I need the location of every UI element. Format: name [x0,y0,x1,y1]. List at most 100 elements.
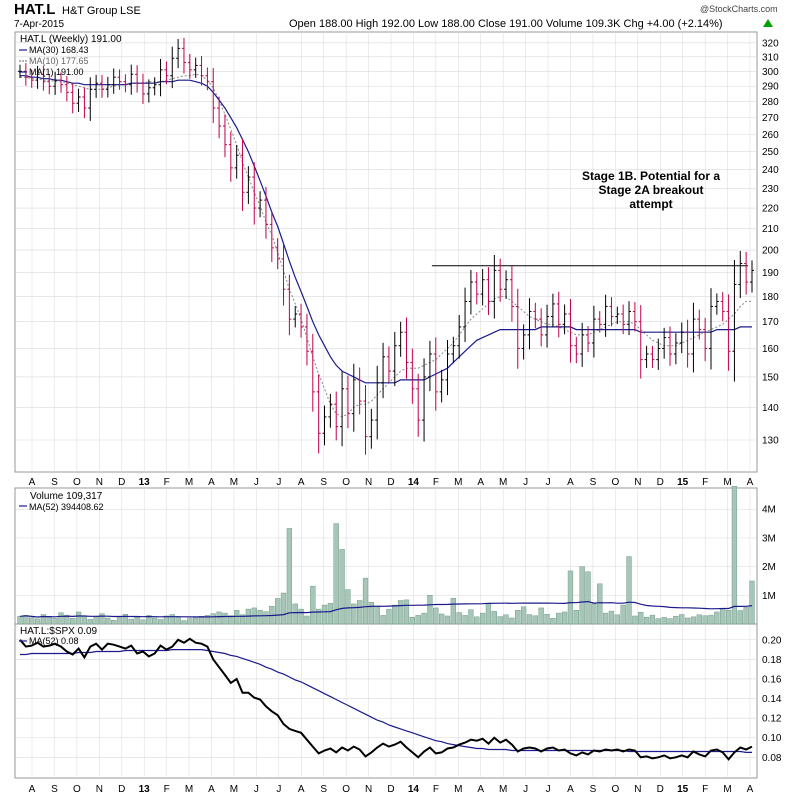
x-tick-label: A [208,477,215,488]
volume-tick-label: 1M [762,591,776,602]
volume-bar [649,614,656,625]
x-tick-label: A [29,477,36,488]
volume-bar [714,611,720,625]
x-tick-label: N [96,477,103,488]
volume-bar [679,614,685,625]
x-tick-label: A [29,784,36,795]
x-tick-label: A [477,477,484,488]
volume-bar [731,486,738,625]
x-tick-label: O [73,784,81,795]
price-tick-label: 300 [762,67,779,78]
triangle-up-icon [763,19,773,27]
volume-bar [556,612,562,625]
volume-bar [327,603,333,625]
volume-bar [105,617,111,625]
volume-bar [655,618,661,625]
volume-bar [17,616,23,625]
x-tick-label: M [723,784,731,795]
price-tick-label: 250 [762,147,779,158]
volume-bar [40,614,47,625]
price-legend-label: MA(1) 191.00 [29,67,84,77]
volume-bar [591,603,597,625]
volume-bar [234,610,240,625]
volume-bar [152,617,158,625]
volume-bar [520,606,527,625]
volume-bar [93,616,99,625]
volume-bar [538,607,544,625]
volume-bar [544,614,550,625]
x-tick-label: M [454,784,462,795]
price-tick-label: 140 [762,403,779,414]
volume-bar [292,603,298,625]
x-tick-label: S [590,477,597,488]
symbol-label: HAT.L [14,1,55,18]
x-tick-label: A [477,784,484,795]
price-tick-label: 130 [762,435,779,446]
volume-bar [193,617,199,625]
x-tick-label: S [51,477,58,488]
volume-bar [380,615,386,625]
volume-bar [673,616,679,625]
x-tick-label: M [499,784,507,795]
price-tick-label: 320 [762,38,779,49]
volume-bar [398,600,404,625]
x-tick-label: J [254,477,259,488]
x-tick-label: F [433,477,439,488]
x-tick-label: F [433,784,439,795]
x-tick-label: A [747,477,754,488]
volume-bar [70,618,76,625]
volume-bar [403,599,410,625]
x-tick-label: J [276,477,281,488]
volume-bar [661,617,667,625]
volume-bar [163,615,170,625]
volume-bar [298,608,304,625]
ratio-tick-label: 0.16 [762,674,782,685]
x-tick-label: 14 [408,477,420,488]
x-tick-label: N [365,784,372,795]
volume-tick-label: 4M [762,505,776,516]
volume-bar [479,612,486,625]
x-tick-label: 13 [139,477,151,488]
ratio-title: HAT.L:$SPX 0.09 [20,626,98,637]
volume-bar [362,577,369,625]
volume-bar [737,610,743,625]
volume-bar [667,618,673,625]
price-tick-label: 160 [762,344,779,355]
volume-bar [81,615,88,625]
volume-bar [134,616,140,625]
price-tick-label: 150 [762,372,779,383]
x-tick-label: 14 [408,784,420,795]
volume-bar [304,615,310,625]
volume-bar [526,614,533,625]
price-tick-label: 310 [762,52,779,63]
volume-bar [421,612,427,625]
ma10-line [20,73,752,418]
x-tick-label: D [657,784,664,795]
x-tick-label: D [118,784,125,795]
x-tick-label: F [702,784,708,795]
volume-bar [198,616,205,625]
volume-bar [116,616,123,625]
x-tick-label: A [298,477,305,488]
volume-bar [29,617,35,625]
x-tick-label: M [723,477,731,488]
x-tick-label: M [185,477,193,488]
x-tick-label: O [342,477,350,488]
x-tick-label: O [73,477,81,488]
volume-bar [216,611,222,625]
volume-bar [444,615,451,625]
volume-bar [491,611,497,625]
x-tick-label: F [702,477,708,488]
x-tick-label: A [208,784,215,795]
ratio-tick-label: 0.20 [762,635,782,646]
ratio-line [19,637,753,761]
price-tick-label: 190 [762,268,779,279]
volume-bar [585,571,591,625]
volume-bar [720,608,726,625]
volume-bar [608,610,615,625]
volume-bar [561,611,568,625]
x-tick-label: N [634,477,641,488]
volume-bar [409,616,415,625]
volume-bar [34,618,41,625]
volume-bar [532,615,538,625]
